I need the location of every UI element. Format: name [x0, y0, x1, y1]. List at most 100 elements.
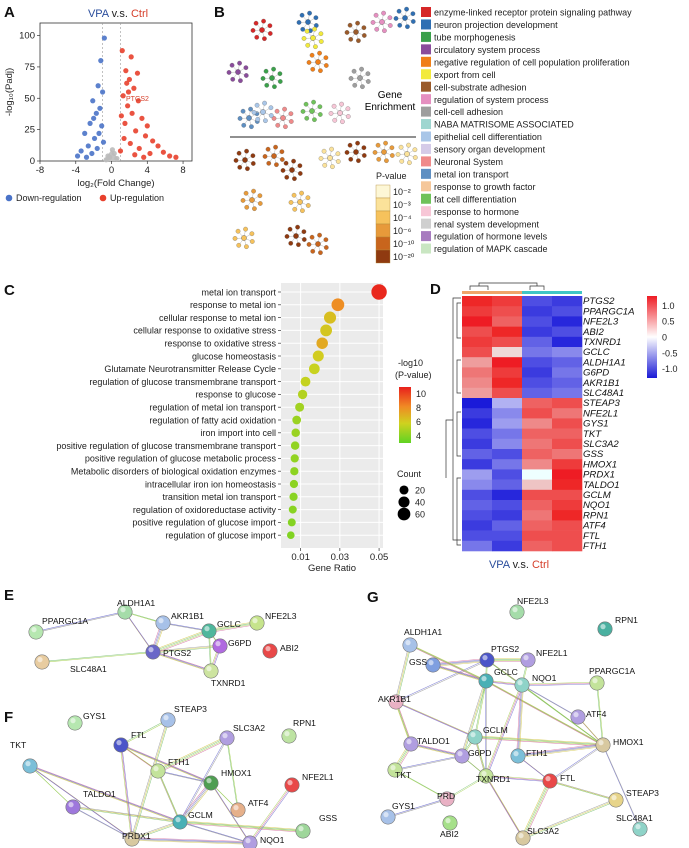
- ppi-edge: [522, 685, 604, 746]
- term-cluster-hub: [305, 19, 311, 25]
- pvalue-cluster-node: [257, 201, 263, 206]
- pvalue-cluster-hub: [293, 233, 299, 239]
- volcano-point: [144, 123, 150, 129]
- ppi-edge: [130, 837, 249, 842]
- dot-plot-term-label: regulation of oxidoreductase activity: [133, 505, 277, 515]
- volcano-point: [139, 115, 145, 121]
- ppi-node-highlight: [148, 647, 154, 653]
- ppi-node-highlight: [163, 715, 169, 721]
- ppi-gene-label: FTH1: [168, 757, 190, 767]
- pvalue-cluster-node: [306, 242, 312, 247]
- heatmap-row-label: G6PD: [583, 368, 609, 379]
- ppi-edge: [119, 743, 210, 782]
- ppi-network-f: GYS1 FTL STEAP3 SLC3A2 RPN1 TKT FTH1 HMOX1 NFE2L…: [10, 704, 337, 848]
- heatmap-row-label: PTGS2: [583, 296, 615, 307]
- dot-plot-term-label: regulation of glucose transmembrane tran…: [89, 377, 276, 387]
- dot-plot-point: [291, 428, 300, 438]
- heatmap-row-label: SLC3A2: [583, 439, 619, 450]
- heatmap-cell: [492, 469, 523, 480]
- term-cluster-node: [382, 28, 387, 34]
- pvalue-cluster-hub: [242, 157, 248, 163]
- ppi-node-highlight: [120, 607, 126, 613]
- dot-plot-point: [292, 415, 302, 425]
- ppi-edge: [523, 781, 551, 839]
- ppi-gene-label: HMOX1: [613, 737, 644, 747]
- term-swatch: [421, 44, 431, 55]
- pvalue-cluster-node: [310, 248, 316, 254]
- ppi-gene-label: SLC48A1: [70, 664, 107, 674]
- pvalue-cluster-hub: [289, 167, 295, 173]
- pvalue-cluster-node: [279, 149, 285, 155]
- pvalue-cluster-hub: [353, 149, 359, 155]
- ppi-edge: [121, 745, 212, 784]
- pvalue-cluster-node: [356, 158, 361, 164]
- pvalue-cluster-node: [237, 164, 243, 170]
- heatmap-cell: [522, 438, 553, 450]
- term-cluster-node: [249, 124, 254, 130]
- ppi-gene-label: ALDH1A1: [404, 627, 442, 637]
- volcano-x-tick-label: 4: [145, 165, 150, 176]
- ppi-edge: [550, 781, 617, 802]
- heatmap-cell: [462, 296, 493, 307]
- dot-plot-point: [286, 531, 295, 540]
- pvalue-cluster-hub: [315, 241, 321, 247]
- volcano-plot: VPA v.s. Ctrl -8 -4 0 4 8 0 25 50 75 100 log₂(Fo…: [4, 8, 193, 203]
- pvalue-cluster-node: [301, 237, 307, 242]
- ppi-node: [28, 624, 44, 640]
- ppi-edge: [133, 840, 252, 845]
- ppi-edge: [121, 745, 134, 840]
- heatmap-cell: [552, 357, 583, 368]
- dot-plot-point: [288, 505, 297, 514]
- pvalue-cluster-node: [262, 154, 268, 159]
- pvalue-cluster-node: [245, 166, 250, 172]
- ppi-node-highlight: [482, 655, 488, 661]
- ppi-edge: [179, 737, 227, 822]
- ppi-edge: [460, 680, 486, 756]
- volcano-point: [97, 105, 103, 111]
- term-cluster-node: [263, 118, 268, 124]
- volcano-point: [134, 70, 141, 76]
- legend-up-label: Up-regulation: [110, 193, 164, 203]
- ppi-edge: [516, 683, 521, 755]
- panel-label-d: D: [430, 281, 441, 298]
- volcano-point: [91, 115, 97, 121]
- ppi-node-highlight: [153, 766, 159, 772]
- ppi-edge: [29, 765, 180, 822]
- term-cluster-node: [313, 44, 318, 50]
- pvalue-cluster-node: [305, 203, 311, 208]
- ppi-node-highlight: [252, 618, 258, 624]
- term-swatch: [421, 56, 431, 67]
- ppi-edge: [36, 612, 126, 633]
- color-legend-title-line2: (P-value): [395, 370, 432, 380]
- ppi-edge: [387, 798, 447, 817]
- ppi-edge: [181, 823, 305, 833]
- term-label: enzyme-linked receptor protein signaling…: [434, 8, 632, 18]
- ppi-node-highlight: [481, 771, 487, 777]
- ppi-edge: [153, 631, 210, 653]
- term-cluster-node: [267, 31, 273, 36]
- ppi-gene-label: NFE2L3: [517, 596, 549, 606]
- ppi-node-highlight: [116, 740, 122, 746]
- pvalue-cluster-node: [347, 142, 353, 148]
- heatmap-cell: [552, 510, 583, 521]
- group-annotation-bar: [462, 291, 492, 294]
- term-cluster-node: [282, 106, 287, 112]
- heatmap-cell: [522, 489, 553, 501]
- term-swatch: [421, 69, 431, 80]
- ppi-node: [608, 792, 624, 808]
- term-cluster-hub: [353, 29, 359, 35]
- heatmap-cell: [552, 387, 583, 399]
- ppi-node-highlight: [481, 676, 487, 682]
- pvalue-cluster-node: [257, 193, 263, 199]
- color-legend-tick: 10: [416, 389, 426, 399]
- heatmap-row-label: HMOX1: [583, 459, 617, 470]
- term-cluster-node: [307, 10, 312, 16]
- ppi-edge: [248, 783, 292, 843]
- volcano-point: [101, 35, 107, 41]
- ppi-edge: [72, 806, 181, 823]
- heatmap-cell: [492, 449, 523, 460]
- pvalue-swatch: [375, 236, 391, 251]
- term-label: cell-cell adhesion: [434, 107, 503, 117]
- ppi-edge: [549, 780, 617, 801]
